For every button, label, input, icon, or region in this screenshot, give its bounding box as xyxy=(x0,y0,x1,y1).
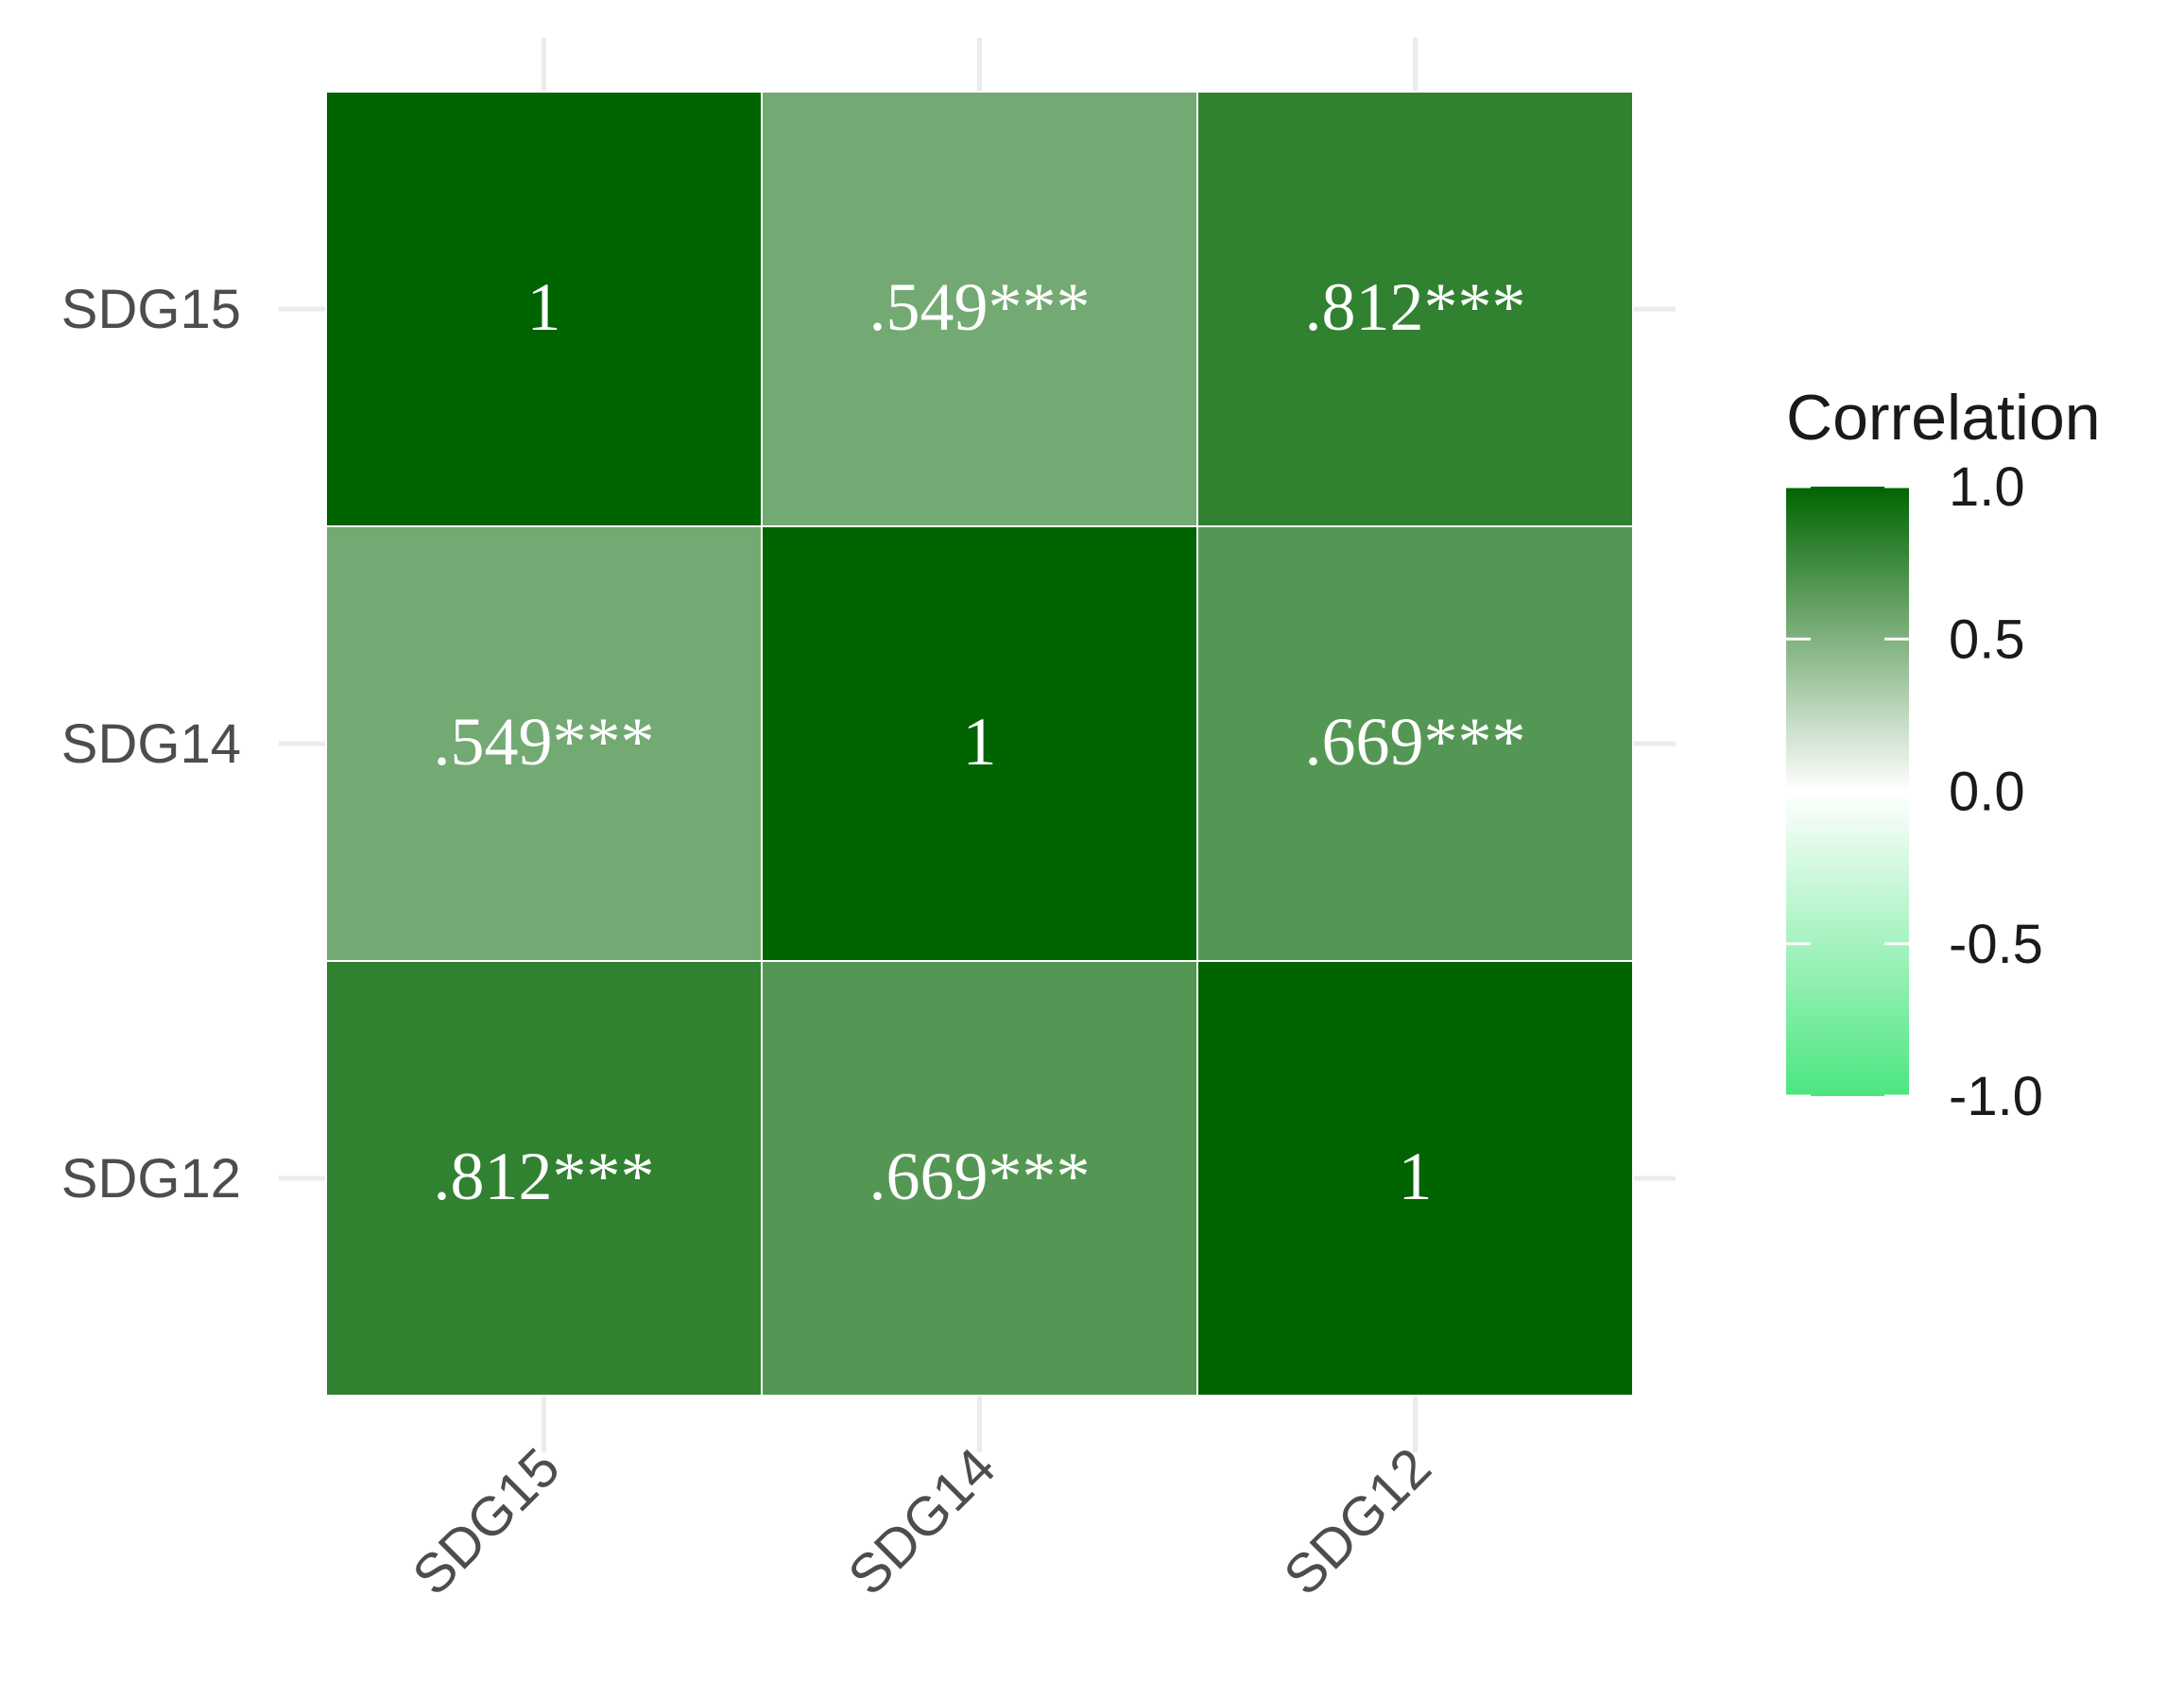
legend-ticks: 1.0 0.5 0.0 -0.5 -1.0 xyxy=(1786,456,2043,1127)
cell-value-label: .549*** xyxy=(434,704,655,780)
heatmap-cell-labels: 1 .549*** .812*** .549*** 1 .669*** .812*** .66… xyxy=(434,269,1526,1214)
legend-tick-label: -1.0 xyxy=(1949,1066,2043,1127)
heatmap-cell xyxy=(1196,525,1634,962)
heatmap-cell xyxy=(325,91,763,527)
x-axis: SDG15 SDG14 SDG12 xyxy=(401,1436,1442,1606)
legend-tick-label: 1.0 xyxy=(1949,456,2025,518)
cell-value-label: 1 xyxy=(1399,1139,1433,1214)
y-tick-label: SDG12 xyxy=(61,1148,241,1209)
legend: Correlation 1.0 0.5 0.0 -0.5 -1.0 xyxy=(1786,382,2101,1127)
heatmap-cell xyxy=(325,525,763,962)
legend-tick-label: 0.0 xyxy=(1949,762,2025,823)
x-tick-label: SDG15 xyxy=(401,1436,571,1606)
heatmap-cell xyxy=(1196,91,1634,527)
cell-value-label: .669*** xyxy=(1305,704,1526,780)
heatmap-cell xyxy=(761,525,1198,962)
y-tick-label: SDG15 xyxy=(61,279,241,340)
y-tick-label: SDG14 xyxy=(61,713,241,775)
cell-value-label: 1 xyxy=(963,704,997,780)
heatmap-cell xyxy=(325,960,763,1397)
heatmap-cell xyxy=(761,960,1198,1397)
y-axis: SDG15 SDG14 SDG12 xyxy=(61,279,241,1209)
x-tick-label: SDG14 xyxy=(836,1436,1006,1606)
cell-value-label: .812*** xyxy=(434,1139,655,1214)
x-tick-label: SDG12 xyxy=(1272,1436,1442,1606)
legend-tick-label: 0.5 xyxy=(1949,609,2025,670)
heatmap-cell xyxy=(1196,960,1634,1397)
cell-value-label: .812*** xyxy=(1305,269,1526,345)
cell-value-label: .549*** xyxy=(869,269,1091,345)
legend-tick-label: -0.5 xyxy=(1949,914,2043,975)
cell-value-label: .669*** xyxy=(869,1139,1091,1214)
cell-value-label: 1 xyxy=(527,269,561,345)
legend-title: Correlation xyxy=(1786,382,2101,454)
heatmap-cells xyxy=(325,91,1634,1397)
